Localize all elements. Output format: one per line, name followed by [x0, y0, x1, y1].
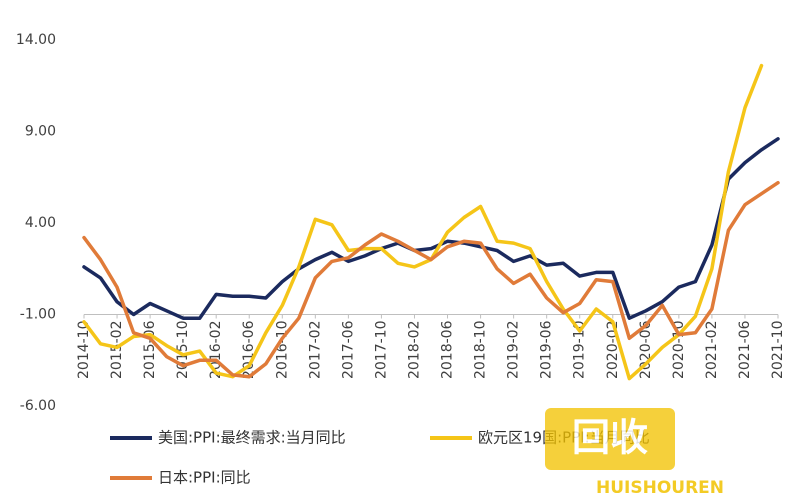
x-tick-label: 2019-10 — [572, 321, 588, 380]
y-tick-label: 14.00 — [16, 32, 56, 48]
watermark: 回收 HUISHOUREN — [545, 408, 724, 498]
x-tick-label: 2017-02 — [307, 321, 323, 380]
legend-label: 美国:PPI:最终需求:当月同比 — [158, 429, 346, 447]
x-tick-label: 2019-02 — [506, 321, 522, 380]
y-tick-label: -1.00 — [20, 307, 56, 323]
x-tick-label: 2021-06 — [737, 320, 753, 379]
x-tick-label: 2017-06 — [340, 320, 356, 379]
plot-area: -6.00 -1.00 4.00 9.00 14.00 2014-10 2015-02 201… — [16, 32, 786, 414]
series-line — [82, 137, 780, 320]
watermark-box — [545, 408, 675, 470]
x-tick-label: 2021-02 — [704, 321, 720, 380]
watermark-subtext: HUISHOUREN — [596, 478, 724, 498]
series-line — [82, 63, 764, 381]
x-tick-label: 2017-10 — [373, 321, 389, 380]
x-tick-label: 2020-02 — [605, 321, 621, 380]
x-tick-label: 2018-06 — [440, 320, 456, 379]
x-tick-label: 2015-02 — [109, 321, 125, 380]
x-tick-label: 2015-06 — [142, 320, 158, 379]
x-tick-label: 2018-10 — [473, 320, 489, 379]
legend-label: 日本:PPI:同比 — [158, 469, 251, 487]
y-tick-label: 9.00 — [25, 124, 56, 140]
x-tick-label: 2018-02 — [406, 321, 422, 380]
x-tick-label: 2021-10 — [770, 321, 786, 380]
x-tick-label: 2019-06 — [539, 320, 555, 379]
x-tick-label: 2020-06 — [638, 320, 654, 379]
x-tick-label: 2016-06 — [241, 320, 257, 379]
watermark-text: 回收 — [572, 416, 648, 460]
x-tick-label: 2014-10 — [76, 321, 92, 380]
y-tick-label: -6.00 — [20, 398, 56, 414]
series-line — [82, 180, 780, 379]
y-tick-label: 4.00 — [25, 215, 56, 231]
